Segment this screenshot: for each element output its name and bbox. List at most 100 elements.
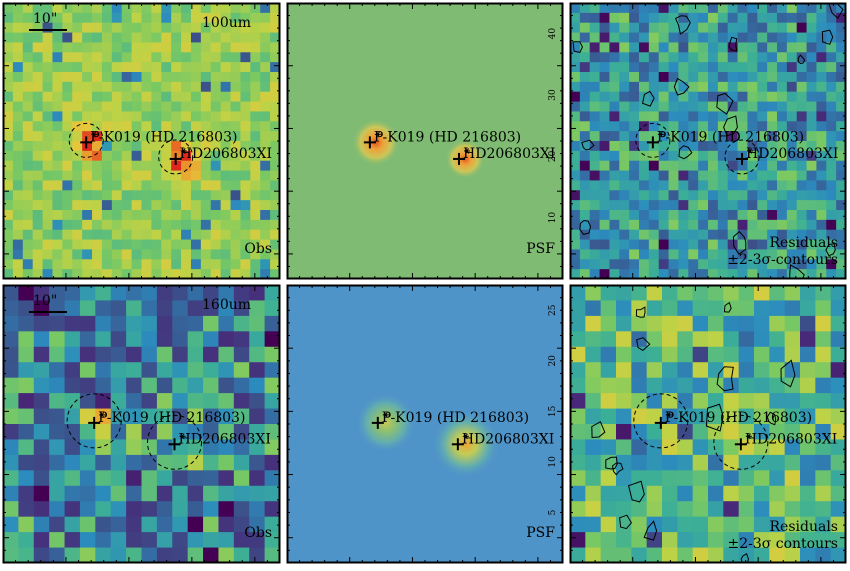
pixel: [708, 362, 724, 379]
pixel: [708, 331, 724, 348]
pixel: [260, 32, 271, 44]
pixel: [589, 3, 601, 14]
pixel: [33, 285, 50, 302]
pixel: [260, 190, 271, 201]
pixel: [754, 470, 770, 487]
pixel: [42, 3, 54, 14]
pixel: [698, 3, 709, 14]
pixel: [754, 532, 770, 549]
pixel: [32, 249, 44, 260]
pixel: [249, 331, 266, 348]
pixel: [82, 190, 93, 201]
pixel: [600, 362, 617, 379]
pixel: [72, 62, 83, 73]
pixel: [92, 111, 103, 122]
pixel: [826, 219, 837, 231]
pixel: [698, 259, 709, 270]
pixel: [131, 170, 143, 182]
pixel: [172, 516, 189, 533]
pixel: [639, 12, 650, 24]
pixel: [52, 81, 63, 93]
pixel: [796, 62, 808, 73]
source-aperture-circle: [68, 122, 104, 158]
pixel: [668, 3, 680, 14]
pixel: [747, 62, 758, 73]
pixel: [589, 219, 601, 231]
pixel: [639, 249, 650, 260]
pixel: [836, 131, 846, 142]
pixel: [648, 170, 660, 182]
pixel: [18, 315, 35, 332]
pixel: [609, 141, 620, 152]
pixel: [648, 210, 660, 221]
pixel: [600, 285, 617, 302]
y-tick-label: 20: [548, 150, 558, 162]
pixel: [42, 249, 54, 260]
pixel: [161, 42, 172, 53]
pixel: [240, 32, 251, 44]
pixel: [151, 150, 162, 162]
pixel: [172, 485, 189, 502]
pixel: [3, 91, 14, 103]
pixel: [816, 131, 827, 142]
pixel: [727, 249, 739, 260]
pixel: [589, 200, 601, 211]
pixel: [727, 180, 739, 191]
pixel: [151, 91, 162, 103]
pixel: [826, 101, 837, 113]
pixel: [126, 454, 143, 471]
pixel: [111, 101, 123, 113]
source-aperture-circle: [146, 414, 202, 470]
pixel: [737, 3, 749, 14]
pixel: [270, 219, 280, 231]
pixel: [668, 22, 680, 34]
pixel: [52, 180, 63, 191]
pixel: [270, 52, 280, 63]
pixel: [42, 200, 54, 211]
pixel: [754, 377, 770, 394]
pixel: [101, 131, 113, 142]
pixel: [33, 331, 50, 348]
pixel: [79, 362, 96, 379]
pixel: [737, 101, 749, 113]
pixel: [111, 22, 123, 34]
pixel: [156, 501, 173, 518]
pixel: [190, 150, 202, 162]
pixel: [646, 454, 663, 471]
pixel: [738, 285, 755, 302]
pixel: [151, 121, 162, 132]
pixel: [32, 131, 44, 142]
pixel: [631, 346, 648, 363]
pixel: [816, 141, 827, 152]
pixel: [629, 111, 640, 122]
pixel: [658, 111, 670, 122]
pixel: [784, 470, 801, 487]
pixel: [270, 101, 280, 113]
pixel: [95, 362, 112, 379]
pixel: [18, 393, 35, 410]
pixel: [639, 180, 650, 191]
pixel: [815, 393, 832, 410]
pixel: [830, 300, 846, 317]
pixel: [830, 470, 846, 487]
pixel: [727, 3, 739, 14]
pixel: [264, 485, 280, 502]
pixel: [646, 439, 663, 456]
y-tick-label: 40: [548, 28, 558, 40]
pixel: [141, 439, 158, 456]
pixel: [101, 111, 113, 122]
pixel: [187, 300, 204, 317]
pixel: [230, 141, 242, 152]
pixel: [830, 439, 846, 456]
pixel: [570, 12, 581, 24]
pixel: [737, 32, 749, 44]
pixel: [727, 269, 739, 279]
pixel: [230, 190, 242, 201]
pixel: [141, 362, 158, 379]
pixel: [264, 408, 280, 425]
pixel: [708, 101, 719, 113]
pixel: [767, 160, 778, 172]
pixel: [737, 111, 749, 122]
pixel: [22, 42, 34, 53]
